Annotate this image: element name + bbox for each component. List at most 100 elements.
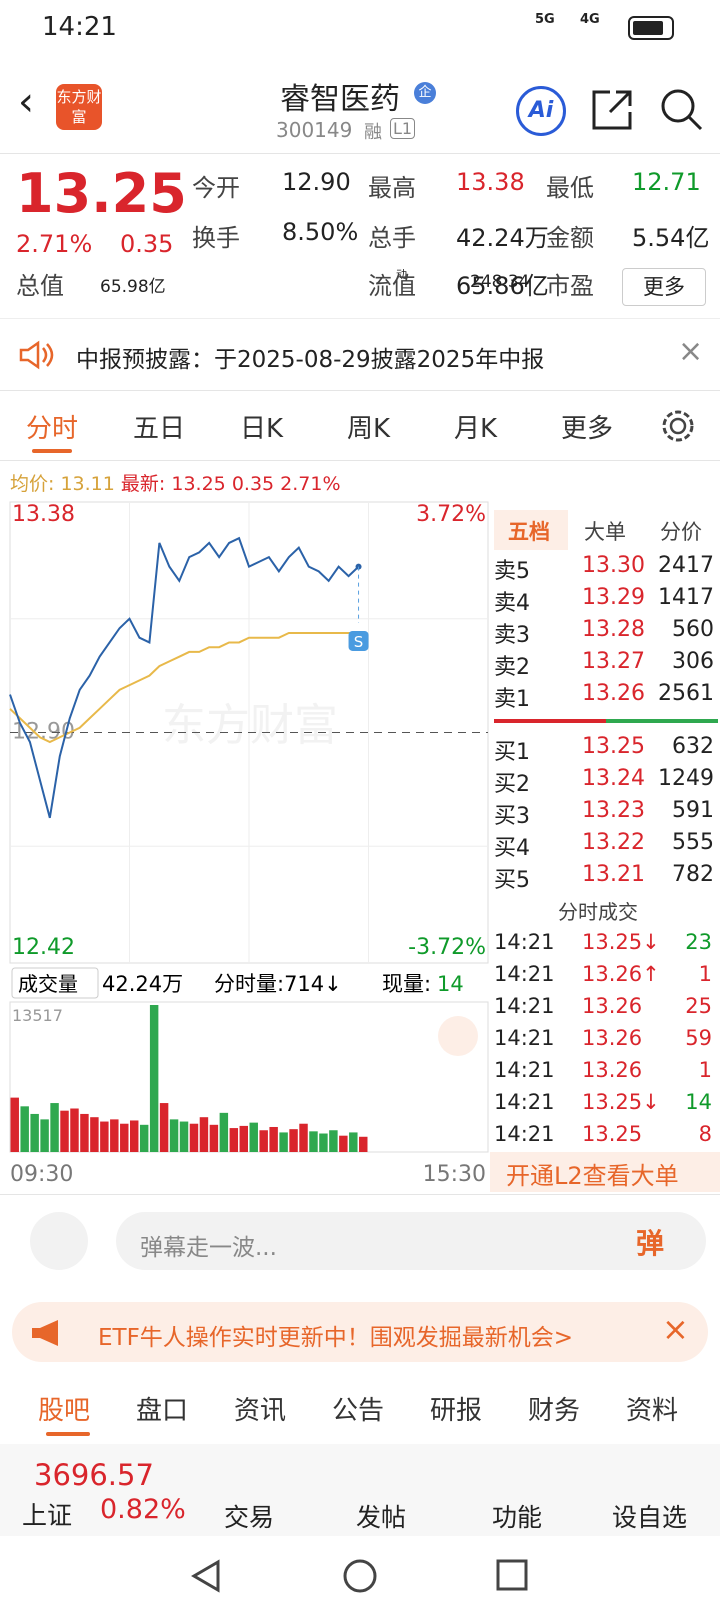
tab[interactable]: 周K (347, 414, 391, 444)
more-button[interactable]: 更多 (622, 268, 706, 306)
bottom-tab[interactable]: 财务 (528, 1396, 581, 1426)
danmaku-button[interactable]: 弹 (636, 1227, 665, 1260)
book-price: 13.29 (582, 585, 645, 610)
vol-bar (329, 1130, 338, 1152)
y-tick-label: 12.42 (12, 935, 75, 960)
footer-item[interactable]: 设自选 (612, 1503, 688, 1532)
l2-bar[interactable] (490, 1152, 720, 1192)
vol-bar (10, 1097, 19, 1152)
bottom-tab[interactable]: 资讯 (234, 1396, 287, 1426)
field-value: 12.71 (632, 168, 701, 196)
index-pct[interactable]: 0.82% (100, 1494, 186, 1525)
trade-volume: 1 (698, 962, 712, 986)
nav-bar (191, 1559, 528, 1593)
vol-bar (199, 1117, 209, 1152)
y-tick-label: 13.38 (12, 502, 75, 527)
status-time: 14:21 (42, 12, 117, 42)
banner[interactable] (12, 1302, 708, 1362)
tab[interactable]: 日K (240, 414, 284, 444)
vol-total: 42.24万 (102, 972, 183, 996)
book-price: 13.28 (582, 617, 645, 642)
vol-bar (149, 1005, 159, 1152)
bottom-tab[interactable]: 研报 (430, 1396, 483, 1426)
badge: 企 (414, 82, 436, 104)
book-volume: 2417 (658, 553, 714, 578)
trade-price: 13.26 (582, 994, 643, 1018)
back-button[interactable]: ‹ (18, 79, 34, 125)
vol-bar (20, 1106, 29, 1152)
field-value: 5.54亿 (632, 224, 710, 252)
book-tab-active (494, 510, 568, 550)
book-volume: 2561 (658, 681, 714, 706)
vol-bar (80, 1113, 89, 1152)
search-button[interactable] (660, 88, 704, 132)
vol-max: 13517 (12, 1006, 63, 1025)
bottom-tab[interactable]: 资料 (626, 1396, 679, 1426)
book-volume: 306 (672, 649, 714, 674)
book-volume: 1417 (658, 585, 714, 610)
vol-bar (60, 1110, 69, 1152)
ai-button[interactable]: Ai (516, 86, 566, 136)
footer-item[interactable]: 功能 (492, 1503, 543, 1532)
footer-item[interactable]: 交易 (224, 1503, 275, 1532)
bottom-tab[interactable]: 盘口 (136, 1396, 189, 1426)
x-label: 09:30 (10, 1162, 73, 1187)
bottom-tab[interactable]: 公告 (332, 1396, 385, 1426)
trade-time: 14:21 (494, 1026, 555, 1050)
index-value[interactable]: 3696.57 (34, 1458, 154, 1492)
vol-bar (279, 1132, 288, 1152)
book-tab[interactable]: 五档 (508, 520, 550, 544)
notice[interactable]: 中报预披露：于2025-08-29披露2025年中报 (76, 347, 545, 373)
series-line (9, 536, 360, 819)
pct: 2.71% (280, 473, 341, 495)
vol-bar (259, 1130, 268, 1152)
field-label: 金额 (546, 224, 594, 252)
danmaku-input[interactable] (116, 1212, 706, 1270)
tab[interactable]: 月K (454, 414, 498, 444)
field-label: 总手 (368, 224, 416, 252)
footer-item[interactable]: 发帖 (356, 1503, 407, 1532)
vol-bar (189, 1123, 199, 1152)
book-side: 卖3 (494, 623, 530, 648)
vol-bar (139, 1124, 149, 1152)
trade-volume: 1 (698, 1058, 712, 1082)
share-button[interactable] (590, 88, 634, 132)
tab[interactable]: 更多 (561, 414, 614, 444)
book-price: 13.24 (582, 766, 645, 791)
x-label: 15:30 (423, 1162, 486, 1187)
vol-label: 成交量 (18, 972, 78, 996)
bottom-tab[interactable]: 股吧 (38, 1396, 91, 1426)
danmaku-toggle[interactable] (30, 1212, 88, 1270)
close-notice[interactable]: × (678, 334, 704, 369)
tab[interactable]: 分时 (26, 414, 79, 444)
vol-bar (50, 1103, 59, 1152)
vol-bar (229, 1128, 239, 1152)
l2-text[interactable]: 开通L2查看大单 (506, 1162, 679, 1190)
book-tab[interactable]: 分价 (660, 520, 702, 544)
watermark: 东方财富 (162, 700, 338, 751)
settings-button[interactable] (660, 408, 696, 444)
vol-bar (40, 1119, 49, 1152)
book-side: 卖5 (494, 559, 530, 584)
book-side: 卖4 (494, 591, 530, 616)
book-tab[interactable]: 大单 (584, 520, 626, 544)
pct-label: 3.72% (416, 502, 486, 527)
trade-price: 13.25 (582, 1122, 643, 1146)
book-price: 13.30 (582, 553, 645, 578)
book-price: 13.26 (582, 681, 645, 706)
battery (628, 16, 674, 40)
price: 13.25 (16, 162, 187, 225)
book-price: 13.22 (582, 830, 645, 855)
vol-bar (130, 1120, 139, 1152)
index-name[interactable]: 上证 (22, 1501, 73, 1530)
banner-close[interactable]: × (662, 1310, 689, 1348)
book-price: 13.25 (582, 734, 645, 759)
speaker-icon (19, 340, 54, 370)
expand-button (438, 1016, 478, 1056)
vol-bar (110, 1119, 119, 1152)
trade-time: 14:21 (494, 1090, 555, 1114)
avg-label: 均价: (10, 473, 55, 495)
pct: 2.71% (16, 230, 93, 258)
tab[interactable]: 五日 (133, 414, 186, 444)
banner-text[interactable]: ETF牛人操作实时更新中！围观发掘最新机会> (98, 1325, 574, 1351)
